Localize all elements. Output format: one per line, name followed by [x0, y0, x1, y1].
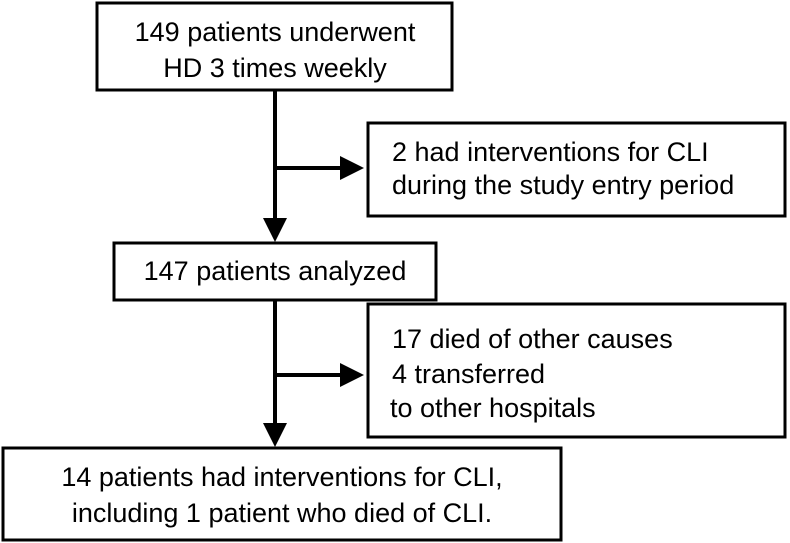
- box: [112, 241, 438, 302]
- box: [366, 121, 787, 218]
- box-text: including 1 patient who died of CLI.: [72, 498, 492, 528]
- box-text: 2 had interventions for CLI: [392, 137, 709, 167]
- box-text: 17 died of other causes: [392, 324, 673, 354]
- box-text: 4 transferred: [392, 359, 545, 389]
- box-text: HD 3 times weekly: [163, 53, 387, 83]
- box-text: 14 patients had interventions for CLI,: [61, 462, 502, 492]
- box-text: 149 patients underwent: [135, 17, 416, 47]
- box-text: during the study entry period: [392, 170, 734, 200]
- box-text: 147 patients analyzed: [144, 256, 407, 286]
- box: [95, 1, 454, 92]
- box-text: to other hospitals: [390, 393, 596, 423]
- box: [1, 446, 563, 542]
- box: [366, 302, 787, 439]
